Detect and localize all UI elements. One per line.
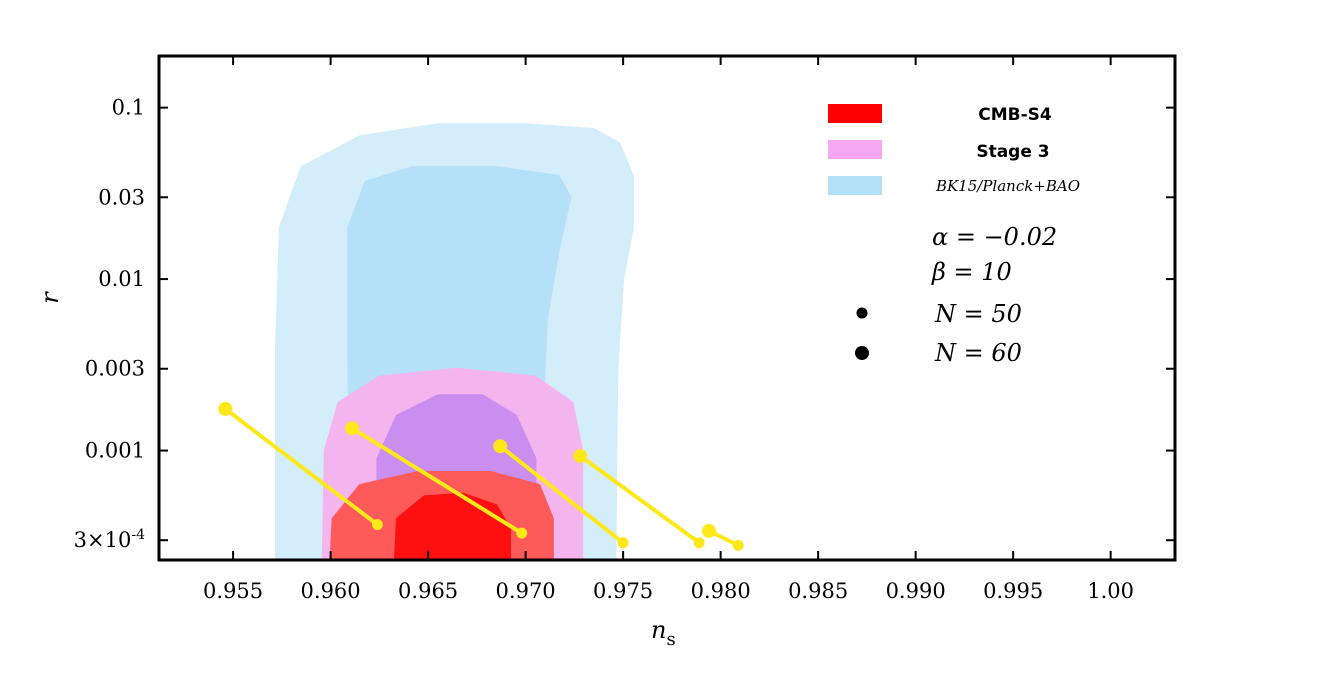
track-line-4 [578,453,702,545]
x-tick-label: 0.975 [593,579,653,603]
y-tick-label: 0.003 [85,357,145,381]
y-tick-label: 0.01 [98,267,145,291]
parameter-annotations: α = −0.02 β = 10 N = 50 N = 60 [855,223,1057,367]
legend: CMB-S4 Stage 3 BK15/Planck+BAO [828,104,1080,195]
beta-label: β = 10 [931,258,1012,286]
x-tick-label: 1.00 [1087,579,1134,603]
track-point-4-n50 [693,537,705,549]
y-tick-label: 0.1 [112,96,145,120]
legend-swatch-cmb-s4 [828,104,882,123]
n60-marker [855,346,869,360]
n60-label: N = 60 [934,339,1022,367]
legend-label-cmb-s4: CMB-S4 [978,105,1052,125]
track-point-2-n60 [345,421,360,436]
plot-frame [157,54,1177,562]
n50-marker [856,307,868,319]
x-axis: 0.955 0.960 0.965 0.970 0.975 0.980 0.985 0.990… [203,56,1134,603]
track-line-1 [223,406,380,527]
track-point-5-n60 [701,523,716,538]
legend-label-bk15: BK15/Planck+BAO [935,177,1080,195]
track-line-3 [498,444,626,545]
legend-swatch-stage-3 [828,140,882,159]
contour-regions [275,123,634,560]
x-tick-label: 0.955 [203,579,263,603]
track-point-3-n50 [617,537,629,549]
x-tick-label: 0.965 [398,579,458,603]
x-axis-title: ns [651,616,676,650]
track-point-2-n50 [516,527,528,539]
track-point-1-n60 [218,401,233,416]
y-tick-label: 0.03 [98,185,145,209]
x-tick-label: 0.970 [496,579,556,603]
track-point-1-n50 [371,519,383,531]
n50-label: N = 50 [934,300,1022,328]
alpha-label: α = −0.02 [932,223,1057,251]
x-tick-label: 0.980 [691,579,751,603]
x-axis-title-subscript: s [666,629,675,650]
model-tracks [218,401,744,551]
x-tick-label: 0.960 [301,579,361,603]
track-point-5-n50 [732,539,744,551]
y-axis-title: r [36,291,64,304]
track-point-3-n60 [493,439,508,454]
y-tick-label: 0.001 [85,439,145,463]
legend-swatch-bk15 [828,176,882,195]
x-tick-label: 0.990 [886,579,946,603]
x-tick-label: 0.995 [983,579,1043,603]
legend-label-stage-3: Stage 3 [976,142,1049,162]
track-line-2 [350,426,524,536]
y-axis: 0.1 0.03 0.01 0.003 0.001 3×10-4 [74,96,1175,552]
x-tick-label: 0.985 [788,579,848,603]
track-point-4-n60 [573,448,588,463]
y-tick-label: 3×10-4 [74,527,145,552]
